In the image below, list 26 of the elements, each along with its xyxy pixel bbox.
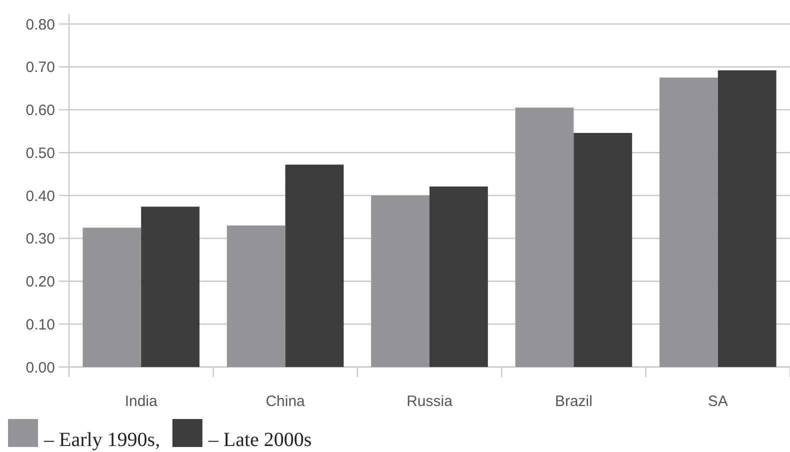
x-tick-label: Russia [406, 393, 454, 410]
y-tick-label: 0.40 [26, 188, 55, 205]
y-tick-label: 0.30 [26, 230, 55, 248]
y-tick-label: 0.70 [26, 59, 55, 76]
bar [285, 164, 344, 367]
bar [82, 228, 142, 367]
x-tick-label: Brazil [554, 393, 592, 410]
bar [718, 70, 776, 367]
x-tick-label: SA [708, 393, 728, 410]
bar [574, 132, 632, 367]
y-tick-label: 0.60 [26, 102, 55, 119]
bar [371, 196, 430, 367]
legend-label: – Late 2000s [207, 429, 312, 451]
bar [515, 108, 574, 367]
legend-label: – Early 1990s, [43, 429, 160, 451]
y-tick-label: 0.50 [26, 144, 55, 162]
y-tick-label: 0.00 [26, 359, 55, 376]
bar [141, 206, 200, 367]
y-tick-label: 0.80 [26, 16, 55, 34]
bar [430, 186, 488, 367]
bar [660, 78, 718, 367]
x-tick-label: India [124, 393, 158, 410]
bar [226, 226, 286, 367]
x-tick-label: China [266, 393, 306, 410]
y-tick-label: 0.20 [26, 274, 55, 290]
y-tick-label: 0.10 [26, 316, 55, 334]
